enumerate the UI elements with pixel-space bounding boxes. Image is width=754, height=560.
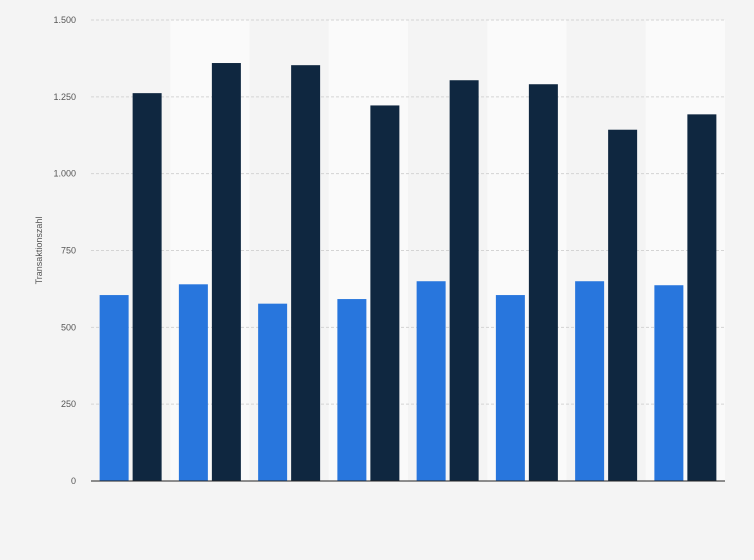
bar-series-1 [258,303,288,481]
bar-series-2 [370,105,400,482]
y-tick-label: 750 [61,246,76,256]
y-tick-label: 500 [61,322,76,332]
bar-series-2 [687,114,717,482]
bar-series-2 [449,80,479,481]
bars [99,63,717,482]
y-axis-ticks: 0 250 500 750 1.000 1.250 1.500 [53,15,76,486]
bar-series-1 [178,284,208,481]
bar-series-2 [211,63,241,481]
y-tick-label: 0 [71,476,76,486]
bar-series-1 [575,281,605,481]
bar-series-1 [416,281,446,481]
y-tick-label: 1.500 [53,15,76,25]
bar-series-2 [528,84,558,481]
bar-series-1 [654,285,684,481]
bar-series-1 [495,295,525,481]
bar-series-1 [99,295,129,481]
y-axis-title: Transaktionszahl [34,217,44,285]
y-tick-label: 1.000 [53,169,76,179]
bar-series-2 [608,129,638,481]
bar-series-2 [291,65,321,481]
y-tick-label: 250 [61,399,76,409]
y-tick-label: 1.250 [53,92,76,102]
bar-series-1 [337,299,367,481]
bar-series-2 [132,93,162,482]
